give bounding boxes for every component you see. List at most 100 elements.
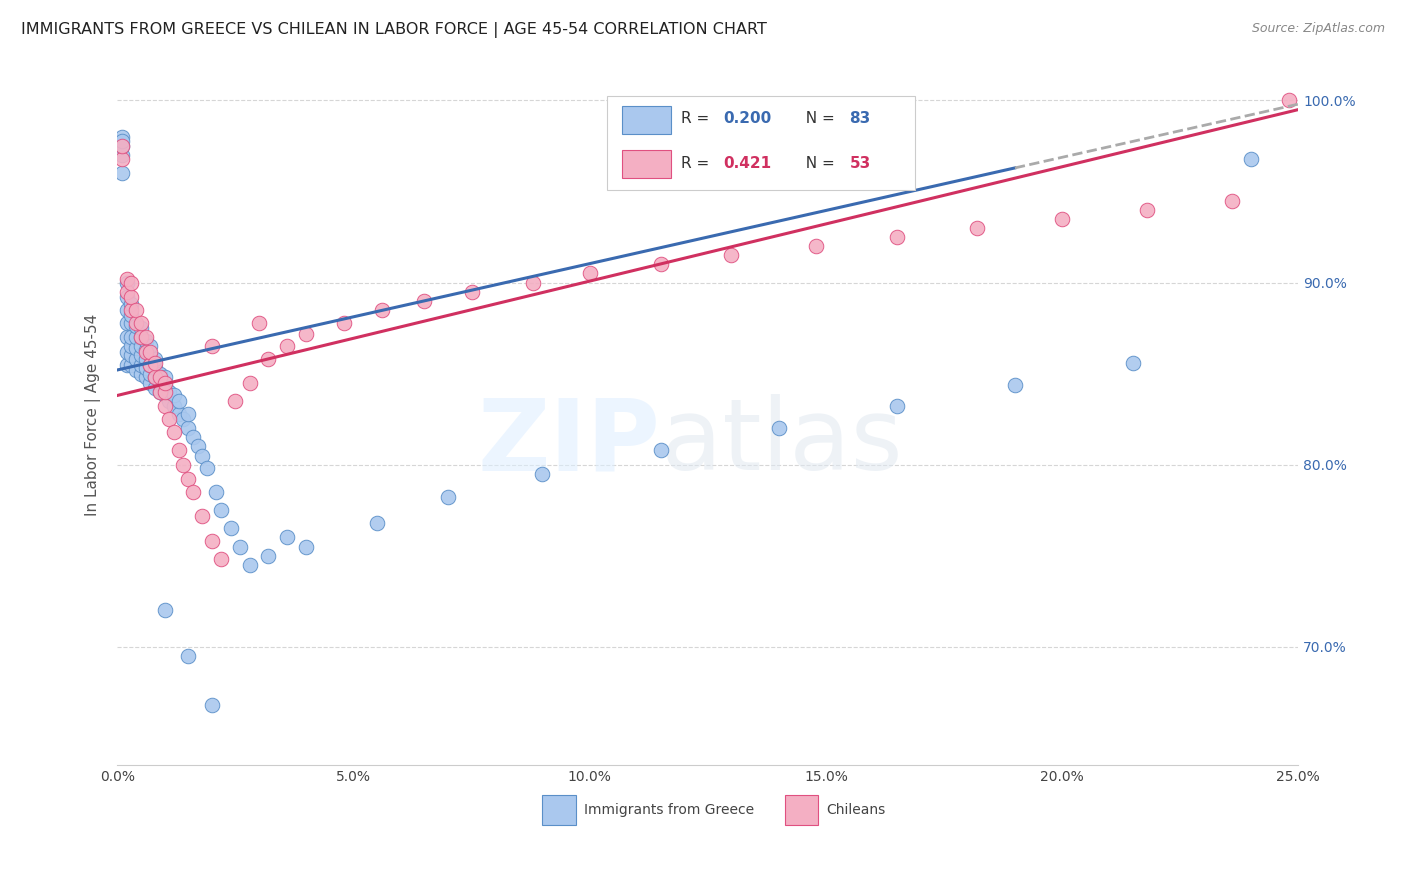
- Point: [195, 461, 218, 475]
- Point: [578, 267, 600, 281]
- Point: [886, 230, 908, 244]
- Point: [120, 297, 142, 311]
- Point: [205, 485, 228, 500]
- Point: [129, 358, 152, 372]
- Text: Immigrants from Greece: Immigrants from Greece: [583, 803, 754, 817]
- Point: [129, 330, 152, 344]
- Point: [120, 316, 142, 330]
- Point: [806, 239, 828, 253]
- Point: [276, 531, 298, 545]
- Point: [153, 388, 176, 402]
- Text: IMMIGRANTS FROM GREECE VS CHILEAN IN LABOR FORCE | AGE 45-54 CORRELATION CHART: IMMIGRANTS FROM GREECE VS CHILEAN IN LAB…: [21, 22, 766, 38]
- Point: [219, 521, 242, 535]
- Text: Chileans: Chileans: [825, 803, 886, 817]
- Point: [120, 330, 142, 344]
- Point: [139, 344, 162, 359]
- Point: [143, 352, 166, 367]
- Point: [371, 302, 394, 317]
- Point: [125, 319, 148, 334]
- Point: [129, 321, 152, 335]
- Point: [139, 348, 162, 362]
- Point: [181, 485, 204, 500]
- Point: [201, 698, 224, 712]
- Point: [333, 316, 356, 330]
- Point: [111, 139, 134, 153]
- Point: [149, 384, 172, 399]
- Point: [120, 302, 142, 317]
- FancyBboxPatch shape: [607, 95, 914, 190]
- Point: [135, 370, 157, 384]
- Point: [167, 407, 190, 421]
- Point: [120, 276, 142, 290]
- Point: [650, 443, 672, 458]
- Point: [201, 339, 224, 353]
- Point: [120, 290, 142, 304]
- Point: [139, 376, 162, 390]
- Point: [111, 152, 134, 166]
- Point: [153, 370, 176, 384]
- Point: [177, 407, 200, 421]
- Point: [115, 302, 138, 317]
- Point: [295, 326, 318, 341]
- Point: [157, 393, 180, 408]
- Point: [115, 272, 138, 286]
- Point: [172, 458, 194, 472]
- Point: [135, 361, 157, 376]
- Point: [115, 285, 138, 299]
- Point: [139, 367, 162, 381]
- Point: [163, 388, 186, 402]
- Point: [153, 603, 176, 617]
- Text: 53: 53: [849, 156, 870, 171]
- Point: [177, 472, 200, 486]
- Point: [125, 330, 148, 344]
- Point: [209, 503, 232, 517]
- Point: [120, 358, 142, 372]
- Point: [125, 352, 148, 367]
- Text: N =: N =: [796, 112, 839, 127]
- Point: [120, 309, 142, 323]
- Point: [181, 430, 204, 444]
- Point: [187, 439, 209, 453]
- Point: [1240, 152, 1263, 166]
- Point: [1136, 202, 1159, 217]
- Point: [125, 341, 148, 355]
- Point: [143, 370, 166, 384]
- Point: [135, 334, 157, 348]
- Y-axis label: In Labor Force | Age 45-54: In Labor Force | Age 45-54: [86, 313, 101, 516]
- Point: [129, 367, 152, 381]
- Point: [111, 139, 134, 153]
- Point: [149, 367, 172, 381]
- Point: [201, 534, 224, 549]
- Point: [276, 339, 298, 353]
- Point: [966, 221, 988, 235]
- Point: [129, 316, 152, 330]
- Point: [153, 376, 176, 390]
- Point: [149, 376, 172, 390]
- Point: [167, 443, 190, 458]
- Point: [163, 400, 186, 414]
- Point: [1220, 194, 1243, 208]
- Point: [238, 558, 260, 572]
- Point: [238, 376, 260, 390]
- Bar: [543, 796, 575, 825]
- Point: [1122, 356, 1144, 370]
- Point: [157, 384, 180, 399]
- Point: [257, 549, 280, 563]
- Point: [768, 421, 790, 435]
- Text: R =: R =: [681, 156, 714, 171]
- Point: [149, 370, 172, 384]
- Point: [153, 400, 176, 414]
- Point: [153, 384, 176, 399]
- Text: N =: N =: [796, 156, 839, 171]
- Point: [413, 293, 436, 308]
- Text: Source: ZipAtlas.com: Source: ZipAtlas.com: [1251, 22, 1385, 36]
- Bar: [785, 796, 818, 825]
- Point: [135, 343, 157, 357]
- Point: [177, 421, 200, 435]
- Point: [143, 356, 166, 370]
- Point: [886, 400, 908, 414]
- Point: [129, 339, 152, 353]
- Point: [149, 384, 172, 399]
- Text: 83: 83: [849, 112, 870, 127]
- Point: [191, 508, 214, 523]
